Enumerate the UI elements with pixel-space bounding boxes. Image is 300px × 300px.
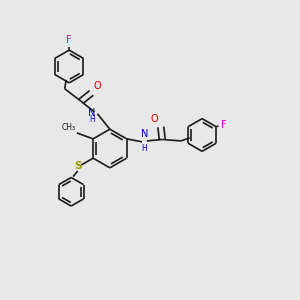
Text: O: O [93,81,101,91]
Text: N: N [141,129,148,139]
Text: F: F [221,120,226,130]
Text: S: S [74,161,81,172]
Text: N: N [88,108,95,118]
Text: CH₃: CH₃ [61,123,75,132]
Text: O: O [150,114,158,124]
Text: F: F [66,35,72,45]
Text: H: H [89,115,95,124]
Text: H: H [142,144,147,153]
